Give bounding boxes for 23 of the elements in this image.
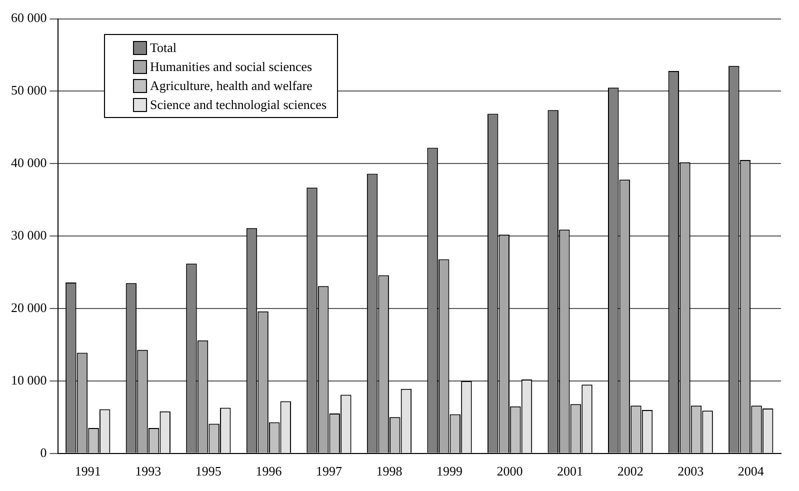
x-tick-label: 1995 [195,464,222,479]
legend-label: Science and technologial sciences [150,96,327,114]
y-tick-label: 60 000 [11,10,47,26]
x-tick-label: 1996 [256,464,282,479]
x-tick-label: 1997 [316,464,342,479]
y-tick-label: 30 000 [11,228,47,243]
x-tick-label: 1991 [74,464,101,479]
y-tick-label: 10 000 [11,372,47,388]
y-tick-label: 20 000 [11,300,47,315]
legend-label: Total [150,39,177,57]
x-tick-label: 2001 [557,464,584,479]
y-tick-label: 0 [40,444,47,460]
x-tick-label: 2000 [496,464,523,479]
x-tick-label: 1993 [135,464,162,479]
x-tick-label: 2004 [738,464,764,479]
y-tick-label: 50 000 [11,82,47,98]
legend-label: Agriculture, health and welfare [150,77,312,95]
y-tick-label: 40 000 [11,155,47,170]
x-tick-label: 1998 [376,464,402,479]
x-tick-label: 2003 [678,464,704,479]
legend-label: Humanities and social sciences [150,58,312,76]
x-tick-label: 1999 [436,464,463,479]
x-tick-label: 2002 [617,464,644,479]
